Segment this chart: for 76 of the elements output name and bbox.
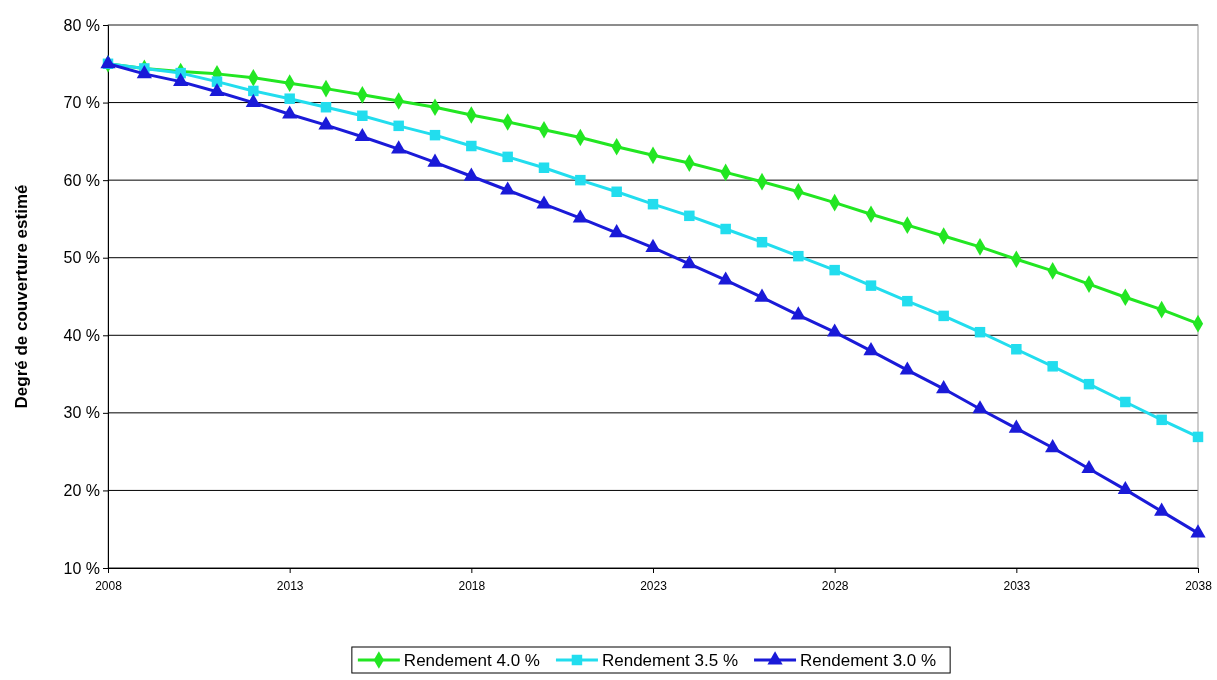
point (1156, 414, 1167, 426)
point (611, 186, 622, 198)
y-tick-label: 80 % (63, 16, 100, 34)
point (902, 295, 913, 307)
point (427, 153, 443, 167)
point (754, 288, 770, 302)
point (793, 250, 804, 262)
point (1081, 459, 1097, 474)
point (463, 167, 479, 181)
point (575, 174, 586, 186)
point (827, 323, 843, 337)
point (645, 238, 661, 253)
point (1008, 419, 1024, 433)
point (1011, 344, 1022, 355)
point (284, 93, 295, 104)
point (136, 65, 152, 79)
y-axis-title: Degré de couverture estimé (12, 184, 31, 409)
x-tick-label: 2033 (1003, 579, 1031, 594)
y-tick-label: 70 % (63, 94, 100, 112)
point (500, 181, 516, 195)
point (609, 224, 625, 238)
point (393, 120, 404, 132)
point (538, 162, 550, 173)
point (209, 82, 225, 97)
point (1047, 361, 1058, 372)
point (1120, 396, 1131, 408)
point (211, 76, 223, 87)
x-tick-label: 2023 (640, 579, 668, 594)
point (1154, 502, 1170, 516)
legend-label: Rendement 3.0 % (800, 651, 937, 670)
point (1190, 524, 1206, 538)
legend-label: Rendement 4.0 % (403, 651, 540, 670)
point (173, 72, 189, 87)
point (466, 140, 477, 152)
legend-label: Rendement 3.5 % (601, 651, 739, 670)
point (1083, 378, 1095, 390)
y-tick-label: 20 % (63, 482, 100, 500)
point (790, 306, 806, 320)
point (681, 255, 697, 269)
x-tick-label: 2013 (276, 579, 304, 594)
point (1045, 438, 1061, 453)
point (899, 361, 915, 375)
point (865, 280, 877, 291)
point (1192, 431, 1204, 443)
y-tick-label: 50 % (63, 249, 100, 267)
point (756, 236, 768, 248)
point (974, 326, 986, 338)
y-tick-label: 40 % (63, 326, 100, 344)
point (972, 400, 988, 414)
point (1117, 480, 1133, 495)
point (829, 264, 840, 276)
point (320, 101, 332, 113)
point (248, 85, 259, 97)
x-tick-label: 2008 (95, 579, 123, 594)
y-tick-label: 30 % (63, 404, 100, 422)
point (318, 116, 334, 130)
x-tick-label: 2018 (458, 579, 486, 594)
point (429, 129, 441, 141)
point (536, 195, 552, 209)
x-tick-label: 2028 (821, 579, 849, 594)
point (502, 151, 513, 163)
point (391, 140, 407, 154)
point (647, 198, 659, 210)
x-tick-label: 2038 (1185, 579, 1213, 594)
y-tick-label: 10 % (63, 559, 100, 577)
point (720, 223, 731, 235)
y-tick-label: 60 % (63, 171, 100, 189)
point (718, 271, 734, 285)
point (684, 210, 695, 222)
point (572, 209, 588, 223)
point (936, 380, 952, 394)
point (938, 310, 949, 322)
point (354, 127, 370, 142)
point (282, 105, 298, 119)
point (863, 342, 879, 356)
point (357, 110, 368, 121)
